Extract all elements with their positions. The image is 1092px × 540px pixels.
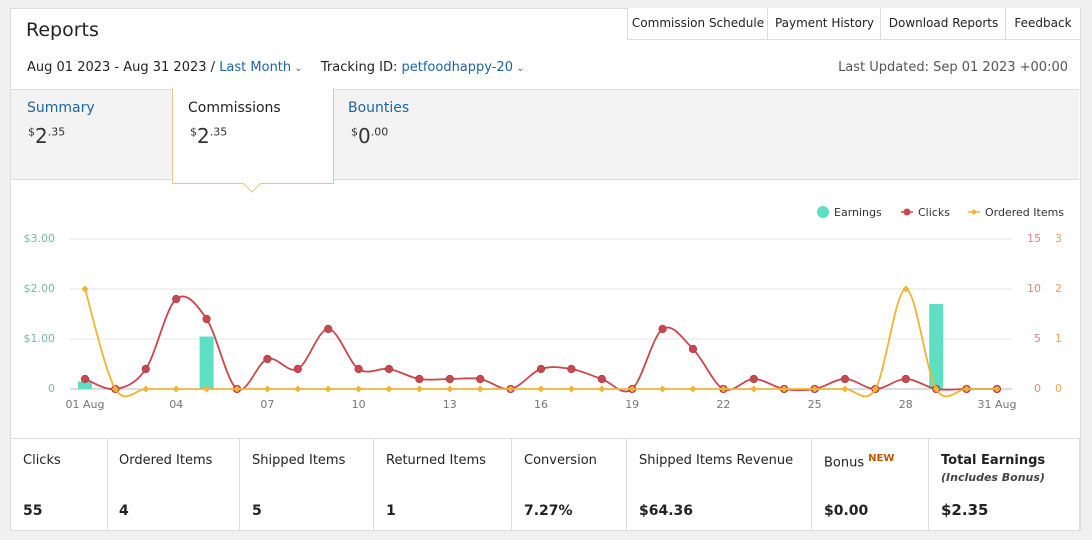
header-button[interactable]: Feedback (1005, 8, 1080, 40)
stat-cell: Conversion 7.27% (512, 438, 627, 530)
stat-label-text: Shipped Items Revenue (639, 453, 794, 468)
tab-amount: $2.35 (190, 124, 228, 148)
tab-label[interactable]: Summary (27, 100, 95, 116)
header-button[interactable]: Payment History (767, 8, 882, 40)
stat-label: Conversion (524, 453, 597, 468)
stat-label: Ordered Items (119, 453, 212, 468)
separator: / (210, 60, 216, 75)
stat-label-text: Clicks (23, 453, 61, 468)
stat-label-text: Conversion (524, 453, 597, 468)
stat-value: 55 (23, 503, 43, 519)
filter-row: Aug 01 2023 - Aug 31 2023 / Last Month ⌄… (27, 60, 525, 75)
header-button[interactable]: Commission Schedule (627, 8, 769, 40)
stat-label-text: Shipped Items (252, 453, 346, 468)
stat-value: 7.27% (524, 503, 573, 519)
page-title: Reports (26, 19, 99, 41)
stat-label: Shipped Items Revenue (639, 453, 793, 468)
stat-label-text: Returned Items (386, 453, 486, 468)
stat-value: 4 (119, 503, 129, 519)
stat-value: $2.35 (941, 501, 989, 519)
tracking-label: Tracking ID: (320, 60, 398, 75)
stat-cell: Bonus NEW $0.00 (812, 438, 929, 530)
stat-cell: Total Earnings (Includes Bonus) $2.35 (929, 438, 1080, 530)
tab-amount: $2.35 (28, 124, 66, 148)
stat-cell: Returned Items 1 (374, 438, 512, 530)
tab-caret (243, 182, 261, 193)
tab-amount: $0.00 (351, 124, 389, 148)
stat-label-text: Total Earnings (941, 453, 1046, 468)
stat-label: Total Earnings (Includes Bonus) (941, 453, 1045, 484)
tab-label[interactable]: Bounties (348, 100, 410, 116)
stat-note: (Includes Bonus) (941, 471, 1045, 484)
last-updated: Last Updated: Sep 01 2023 +00:00 (838, 60, 1068, 75)
header-button[interactable]: Download Reports (880, 8, 1007, 40)
stat-value: $0.00 (824, 503, 869, 519)
stat-cell: Shipped Items Revenue $64.36 (627, 438, 812, 530)
stat-value: 1 (386, 503, 396, 519)
stat-cell: Shipped Items 5 (240, 438, 374, 530)
stat-value: $64.36 (639, 503, 694, 519)
stat-label: Bonus NEW (824, 453, 894, 470)
stat-label: Shipped Items (252, 453, 345, 468)
stat-label-text: Ordered Items (119, 453, 213, 468)
new-badge: NEW (868, 453, 895, 464)
date-range: Aug 01 2023 - Aug 31 2023 (27, 60, 207, 75)
tracking-select[interactable]: petfoodhappy-20 (401, 60, 513, 75)
stat-cell: Ordered Items 4 (107, 438, 240, 530)
active-tab[interactable] (172, 88, 334, 184)
tab-label[interactable]: Commissions (188, 100, 281, 116)
stat-value: 5 (252, 503, 262, 519)
stat-label-text: Bonus (824, 455, 865, 471)
stat-label: Returned Items (386, 453, 486, 468)
range-select[interactable]: Last Month (219, 60, 292, 75)
stat-label: Clicks (23, 453, 61, 468)
stat-cell: Clicks 55 (10, 438, 108, 530)
